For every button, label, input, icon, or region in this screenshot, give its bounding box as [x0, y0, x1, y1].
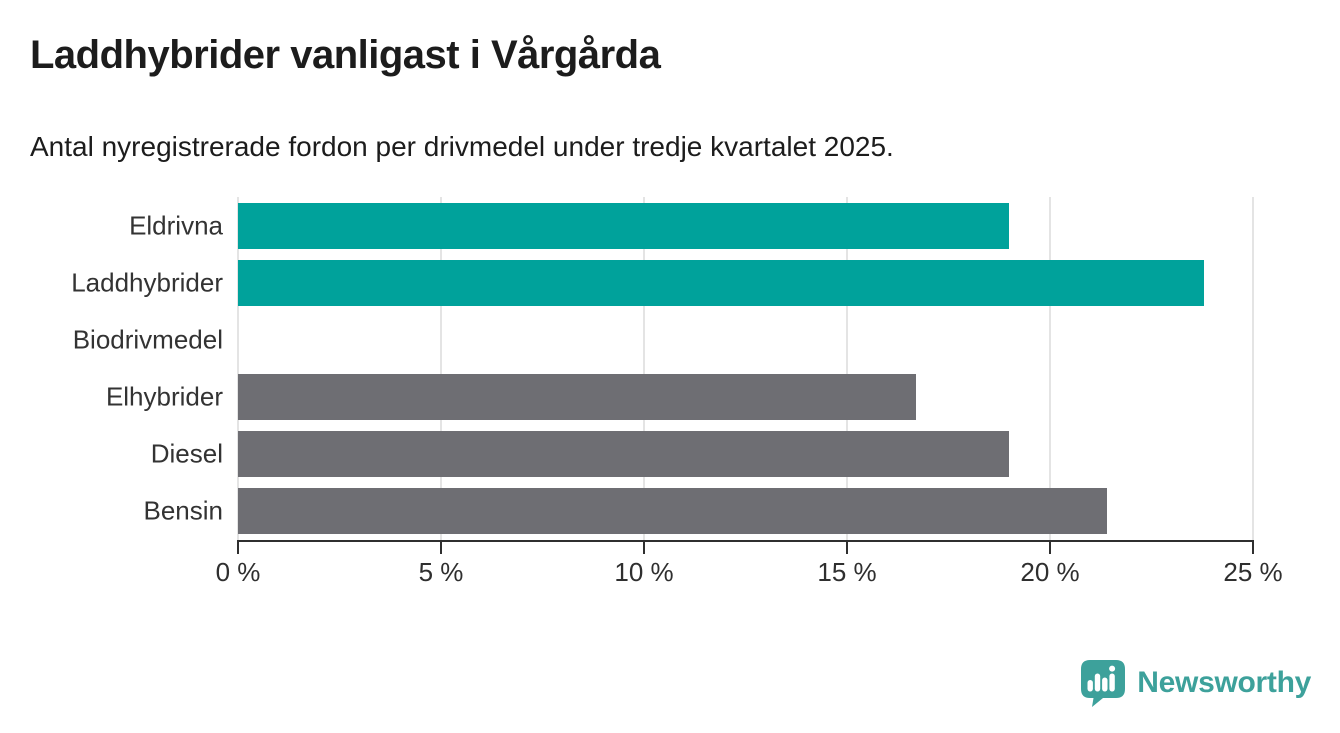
x-axis-tick [1049, 540, 1051, 554]
plot-area: Eldrivna Laddhybrider Biodrivmedel Elhybrid… [71, 197, 1283, 587]
bar-eldrivna [238, 202, 1010, 249]
bar-laddhybrider [238, 259, 1205, 306]
category-label-bensin: Bensin [143, 495, 224, 526]
category-label-laddhybrider: Laddhybrider [71, 267, 223, 298]
x-axis-tick [846, 540, 848, 554]
gridline [846, 197, 848, 540]
gridline [1049, 197, 1051, 540]
gridline [237, 197, 239, 540]
x-axis-tick [237, 540, 239, 554]
chart-title: Laddhybrider vanligast i Vårgårda [30, 33, 661, 77]
x-axis-tick [643, 540, 645, 554]
x-tick-label: 20 % [1020, 557, 1080, 587]
x-axis-line [238, 540, 1253, 542]
x-axis-tick [1252, 540, 1254, 554]
bar-diesel [238, 431, 1010, 478]
x-tick-label: 0 % [215, 557, 261, 587]
gridline [1252, 197, 1254, 540]
chart-subtitle: Antal nyregistrerade fordon per drivmede… [30, 131, 894, 162]
x-tick-label: 10 % [614, 557, 674, 587]
bar-bensin [238, 488, 1107, 535]
x-tick-label: 15 % [817, 557, 877, 587]
newsworthy-logo-text: Newsworthy [1137, 665, 1311, 699]
category-label-eldrivna: Eldrivna [129, 210, 223, 241]
category-label-diesel: Diesel [150, 438, 223, 469]
x-axis-tick [440, 540, 442, 554]
category-label-elhybrider: Elhybrider [105, 381, 223, 412]
category-label-biodrivmedel: Biodrivmedel [72, 324, 223, 355]
newsworthy-logo: Newsworthy [1079, 658, 1311, 707]
gridline [643, 197, 645, 540]
x-tick-label: 5 % [418, 557, 464, 587]
x-tick-label: 25 % [1223, 557, 1283, 587]
bar-elhybrider [238, 374, 917, 421]
newsworthy-bubble-bar-chart-icon [1081, 660, 1126, 707]
gridline [440, 197, 442, 540]
